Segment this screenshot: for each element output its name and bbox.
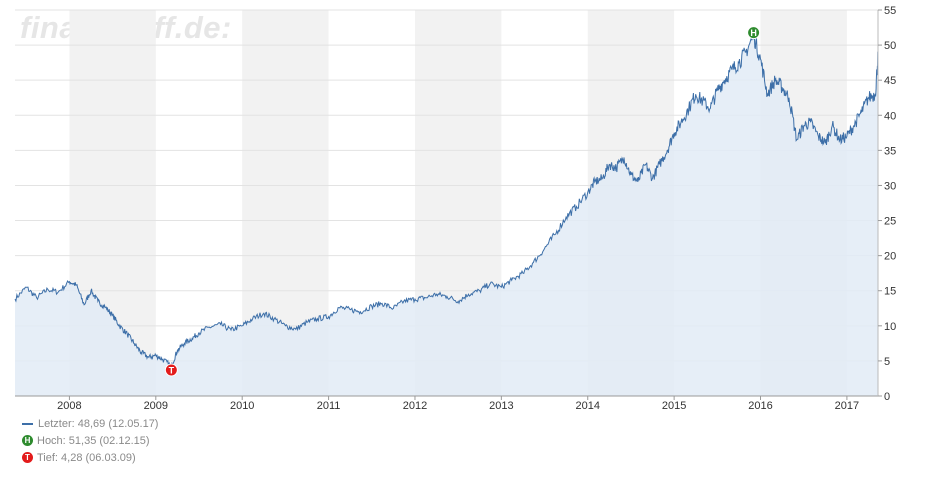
legend-high: Hoch: 51,35 (02.12.15) xyxy=(37,434,150,447)
legend-last-row: Letzter: 48,69 (12.05.17) xyxy=(22,415,158,432)
y-tick-label-55: 55 xyxy=(884,5,896,17)
low-marker xyxy=(164,363,178,377)
high-marker-label: H xyxy=(750,28,757,38)
y-tick-label-35: 35 xyxy=(884,145,896,157)
legend-low: Tief: 4,28 (06.03.09) xyxy=(37,451,136,464)
x-tick-label-2008: 2008 xyxy=(57,400,81,410)
y-tick-label-30: 30 xyxy=(884,180,896,192)
x-tick-label-2015: 2015 xyxy=(662,400,686,410)
y-tick-label-0: 0 xyxy=(884,391,890,403)
x-tick-label-2010: 2010 xyxy=(230,400,254,410)
y-tick-label-10: 10 xyxy=(884,321,896,333)
y-tick-label-20: 20 xyxy=(884,251,896,263)
price-area xyxy=(15,31,878,397)
y-tick-label-40: 40 xyxy=(884,110,896,122)
low-marker-label: T xyxy=(169,365,175,375)
y-tick-label-50: 50 xyxy=(884,40,896,52)
x-tick-label-2009: 2009 xyxy=(144,400,168,410)
high-marker xyxy=(747,26,761,40)
legend-high-row: H Hoch: 51,35 (02.12.15) xyxy=(22,432,158,449)
y-tick-label-15: 15 xyxy=(884,286,896,298)
low-marker-icon: T xyxy=(22,452,33,463)
x-tick-label-2017: 2017 xyxy=(835,400,859,410)
y-tick-label-45: 45 xyxy=(884,75,896,87)
price-chart: 2008 2009 2010 2011 2012 2013 2014 2015 2016 2017… xyxy=(14,5,896,410)
x-tick-label-2013: 2013 xyxy=(489,400,513,410)
price-line xyxy=(14,31,879,368)
legend: Letzter: 48,69 (12.05.17) H Hoch: 51,35 … xyxy=(22,415,158,466)
y-tick-label-5: 5 xyxy=(884,356,890,368)
x-tick-label-2014: 2014 xyxy=(575,400,599,410)
x-tick-label-2016: 2016 xyxy=(748,400,772,410)
y-tick-label-25: 25 xyxy=(884,216,896,228)
x-tick-label-2011: 2011 xyxy=(317,400,341,410)
x-tick-label-2012: 2012 xyxy=(403,400,427,410)
legend-low-row: T Tief: 4,28 (06.03.09) xyxy=(22,449,158,466)
legend-last: Letzter: 48,69 (12.05.17) xyxy=(38,417,159,430)
line-swatch-icon xyxy=(22,422,33,425)
high-marker-icon: H xyxy=(22,435,33,446)
